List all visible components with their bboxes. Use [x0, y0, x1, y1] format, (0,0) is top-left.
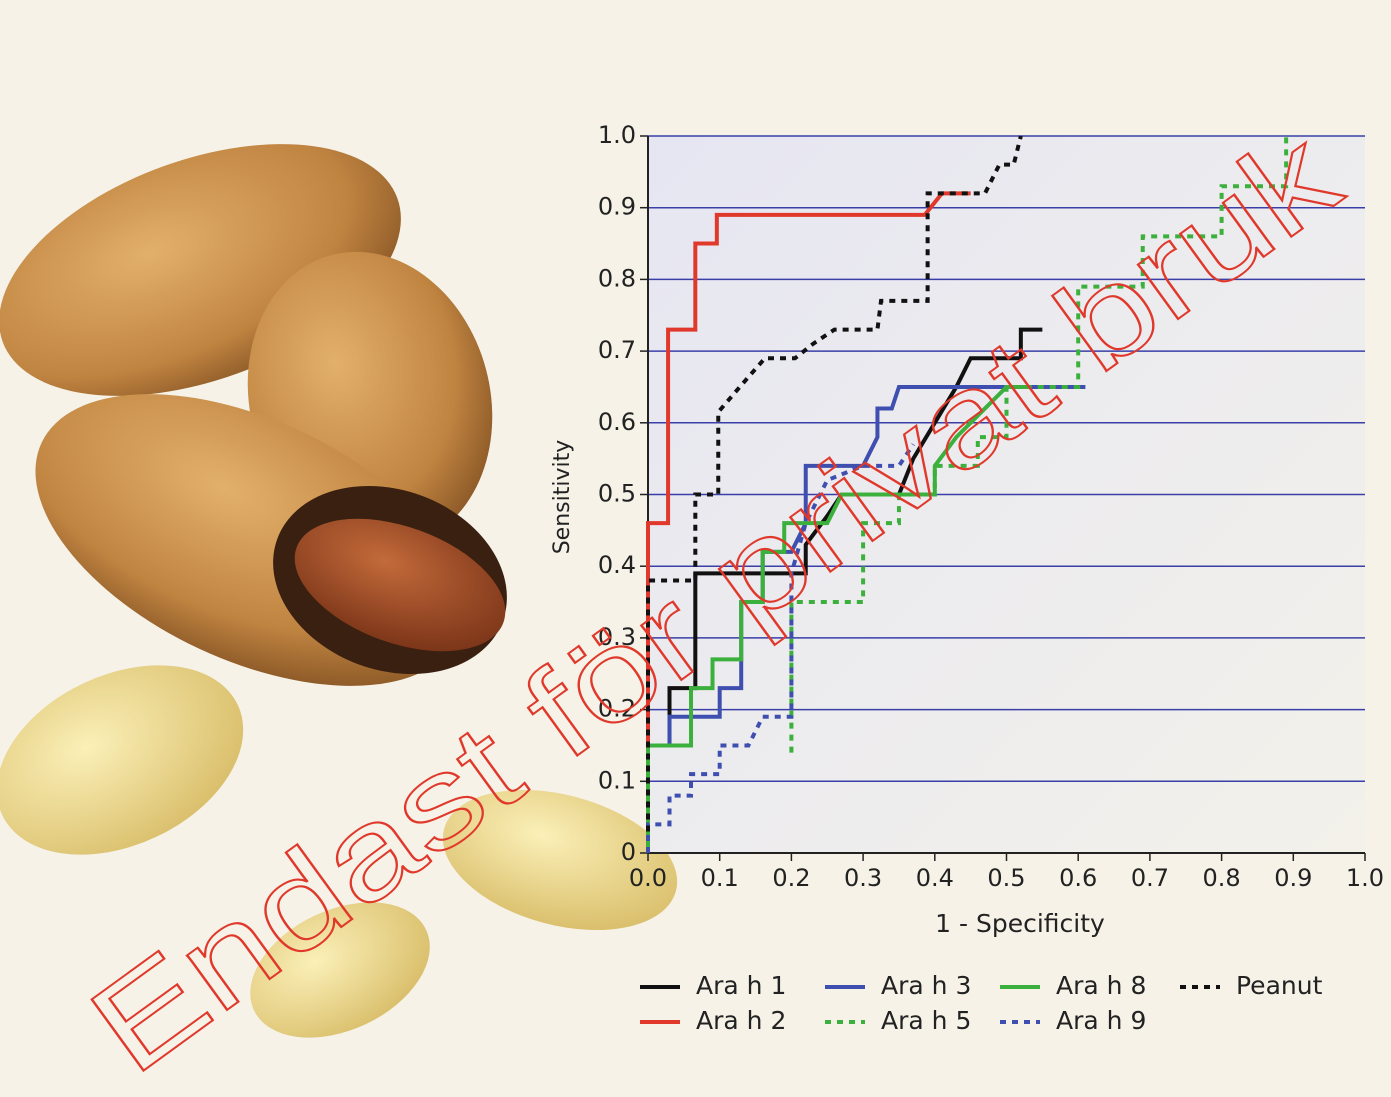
x-tick-label: 0.5 [987, 864, 1025, 892]
x-tick-label: 0.4 [916, 864, 954, 892]
x-tick-label: 0.7 [1131, 864, 1169, 892]
legend-label: Ara h 8 [1056, 971, 1146, 1000]
y-tick-label: 0.7 [598, 336, 636, 364]
y-tick-label: 0 [621, 838, 636, 866]
x-tick-label: 0.3 [844, 864, 882, 892]
chart: 1 - Specificity Sensitivity 0 0.1 0.2 0.3 0.… [0, 0, 1391, 1097]
legend-label: Ara h 3 [881, 971, 971, 1000]
legend-label: Ara h 5 [881, 1006, 971, 1035]
x-tick-label: 0.1 [701, 864, 739, 892]
legend-label: Peanut [1236, 971, 1323, 1000]
legend-label: Ara h 9 [1056, 1006, 1146, 1035]
x-axis-label: 1 - Specificity [935, 909, 1105, 938]
y-tick-label: 0.9 [598, 193, 636, 221]
legend-label: Ara h 2 [696, 1006, 786, 1035]
x-tick-label: 0.9 [1274, 864, 1312, 892]
legend-label: Ara h 1 [696, 971, 786, 1000]
page: {"chart_data": {"type": "line", "xlabel"… [0, 0, 1391, 1097]
y-tick-label: 0.5 [598, 480, 636, 508]
y-axis-label: Sensitivity [550, 440, 575, 555]
x-tick-label: 0.6 [1059, 864, 1097, 892]
x-tick-label: 1.0 [1346, 864, 1384, 892]
x-tick-label: 0.2 [772, 864, 810, 892]
y-tick-label: 0.8 [598, 264, 636, 292]
y-tick-label: 0.6 [598, 408, 636, 436]
y-tick-label: 1.0 [598, 121, 636, 149]
x-tick-label: 0.8 [1203, 864, 1241, 892]
x-tick-label: 0.0 [629, 864, 667, 892]
